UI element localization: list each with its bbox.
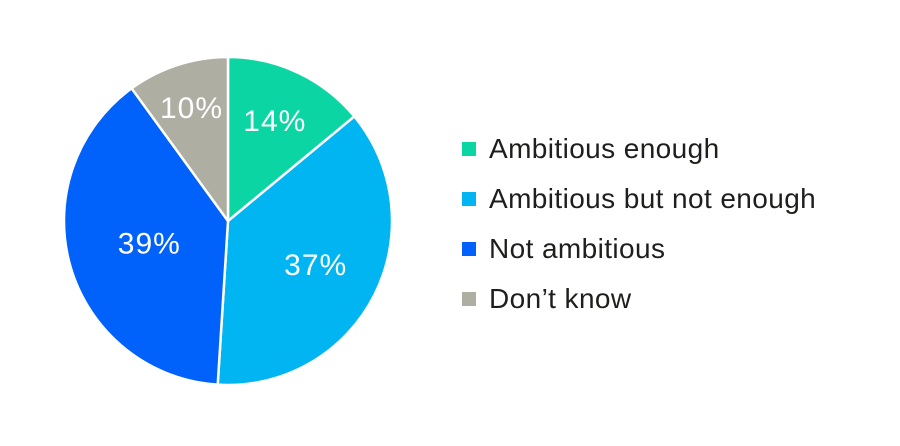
legend-swatch-icon: [462, 192, 476, 206]
legend-label: Not ambitious: [489, 233, 666, 264]
legend-label: Ambitious but not enough: [489, 183, 817, 214]
legend-label: Don’t know: [489, 283, 632, 314]
legend-label: Ambitious enough: [489, 133, 720, 164]
legend: Ambitious enough Ambitious but not enoug…: [462, 131, 816, 317]
legend-swatch-icon: [462, 142, 476, 156]
legend-item: Don’t know: [462, 281, 816, 317]
legend-swatch-icon: [462, 242, 476, 256]
slice-value-label: 39%: [118, 227, 181, 260]
slice-value-label: 37%: [284, 249, 347, 282]
slice-value-label: 14%: [243, 105, 306, 138]
legend-item: Not ambitious: [462, 231, 816, 267]
pie-slice-ambitious-but-not-enough: [216, 115, 394, 387]
pie-slice-ambitious-enough: [226, 55, 356, 223]
pie-slice-don-t-know: [130, 55, 230, 223]
pie-slice-not-ambitious: [62, 87, 230, 386]
legend-item: Ambitious but not enough: [462, 181, 816, 217]
legend-swatch-icon: [462, 292, 476, 306]
slice-value-label: 10%: [160, 92, 223, 125]
legend-item: Ambitious enough: [462, 131, 816, 167]
